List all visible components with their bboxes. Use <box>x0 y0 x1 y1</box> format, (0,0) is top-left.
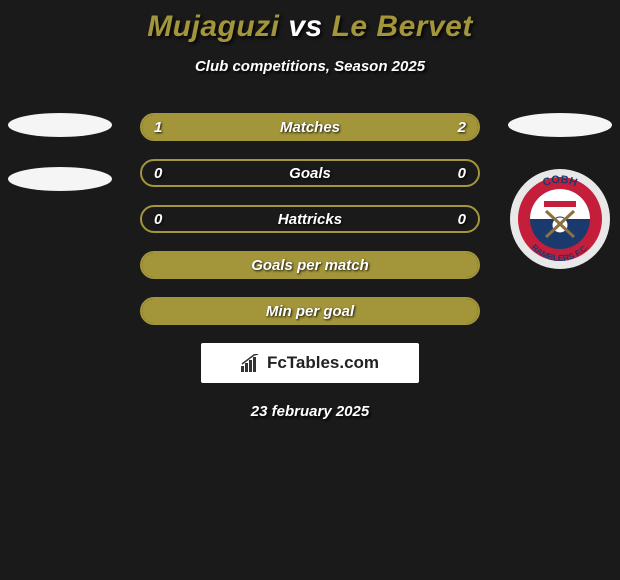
bar-label: Goals <box>142 161 478 185</box>
bar-label: Goals per match <box>142 253 478 277</box>
player2-name: Le Bervet <box>332 10 473 43</box>
comparison-title: Mujaguzi vs Le Bervet <box>0 0 620 44</box>
chart-icon <box>241 354 261 372</box>
badges-right: COBH RAMBLERS F.C. <box>508 113 612 271</box>
stat-bar: 00Hattricks <box>140 205 480 233</box>
vs-word: vs <box>288 10 322 43</box>
stat-bar: Goals per match <box>140 251 480 279</box>
team-badge-placeholder <box>8 167 112 191</box>
bar-label: Matches <box>142 115 478 139</box>
player1-name: Mujaguzi <box>147 10 279 43</box>
date-line: 23 february 2025 <box>0 403 620 420</box>
team-crest: COBH RAMBLERS F.C. <box>508 167 612 271</box>
team-badge-placeholder <box>508 113 612 137</box>
branding-box: FcTables.com <box>201 343 419 383</box>
branding-text: FcTables.com <box>267 353 379 373</box>
badges-left <box>8 113 112 221</box>
bar-label: Min per goal <box>142 299 478 323</box>
stat-bars: 12Matches 00Goals 00Hattricks Goals per mat… <box>140 113 480 325</box>
chart-area: COBH RAMBLERS F.C. 12Matches 00Goals 00Hat… <box>0 113 620 325</box>
bar-label: Hattricks <box>142 207 478 231</box>
subtitle: Club competitions, Season 2025 <box>0 58 620 75</box>
team-badge-placeholder <box>8 113 112 137</box>
stat-bar: 00Goals <box>140 159 480 187</box>
stat-bar: 12Matches <box>140 113 480 141</box>
stat-bar: Min per goal <box>140 297 480 325</box>
